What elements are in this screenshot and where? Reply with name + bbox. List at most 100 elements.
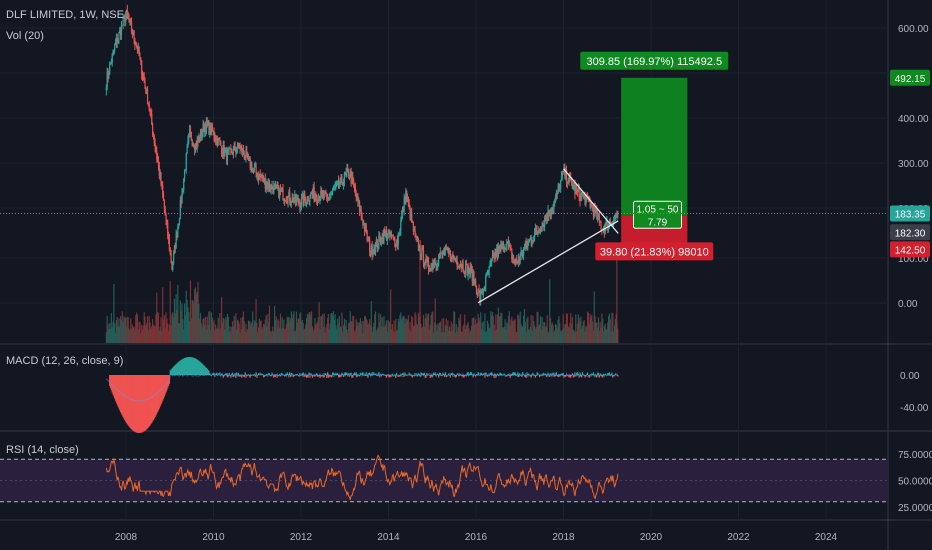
volume-bar: [436, 330, 438, 343]
candle-body: [134, 39, 136, 45]
triangle-upper-line[interactable]: [563, 168, 619, 234]
candle-body: [556, 193, 558, 195]
volume-bar: [546, 315, 548, 343]
candle-body: [564, 166, 566, 177]
volume-bar: [114, 323, 116, 343]
volume-bar: [452, 323, 454, 343]
volume-bar: [353, 332, 356, 343]
volume-bar: [613, 325, 616, 343]
candle-body: [162, 194, 165, 201]
candle-body: [507, 241, 510, 246]
triangle-lower-line[interactable]: [477, 220, 619, 304]
volume-bar: [610, 331, 612, 343]
rsi-tick-label: 75.0000: [898, 450, 932, 461]
macd-bar: [574, 372, 576, 375]
volume-bar: [604, 323, 606, 343]
candle-body: [459, 264, 462, 266]
candle-body: [379, 237, 382, 243]
candle-body: [528, 239, 531, 242]
volume-bar: [381, 317, 383, 343]
volume-bar: [513, 320, 515, 343]
candle-body: [276, 185, 278, 189]
volume-bar: [605, 329, 607, 343]
volume-bar: [459, 314, 462, 343]
volume-bar: [518, 319, 521, 343]
volume-bar: [158, 330, 160, 343]
volume-bar: [314, 318, 316, 343]
macd-bar: [170, 369, 172, 375]
volume-bar: [193, 302, 195, 343]
candle-body: [337, 180, 340, 187]
volume-bar: [455, 324, 457, 343]
long-position-tool[interactable]: 309.85 (169.97%) 115492.51.05 ~ 507.7939…: [580, 51, 729, 261]
volume-bar: [533, 325, 536, 343]
volume-bar: [363, 321, 365, 343]
volume-bar: [260, 320, 262, 343]
candle-body: [539, 230, 542, 233]
volume-bar: [321, 316, 323, 343]
volume-bar: [485, 331, 487, 343]
volume-bar: [558, 316, 560, 343]
macd-bar: [524, 375, 526, 378]
volume-bar: [339, 327, 341, 343]
volume-bar: [379, 314, 382, 343]
price-tick-label: 300.00: [898, 159, 929, 170]
volume-bar: [460, 331, 462, 343]
target-zone[interactable]: [621, 77, 688, 216]
candle-body: [202, 124, 204, 133]
volume-bar: [387, 319, 389, 343]
volume-bar: [526, 318, 528, 343]
time-tick-label: 2010: [202, 532, 225, 543]
macd-bar: [307, 375, 309, 378]
volume-bar: [386, 331, 388, 343]
candle-body: [158, 165, 160, 176]
candle-body: [477, 288, 479, 294]
candle-body: [190, 131, 192, 140]
volume-bar: [221, 322, 224, 343]
macd-bar: [156, 375, 158, 414]
triangle-drawing[interactable]: [477, 168, 619, 304]
candle-body: [496, 248, 499, 257]
candle-body: [471, 269, 473, 282]
volume-bar: [136, 312, 138, 343]
candle-body: [108, 74, 110, 78]
macd-bar: [203, 365, 205, 375]
volume-bar: [234, 320, 236, 343]
macd-legend[interactable]: MACD (12, 26, close, 9): [6, 355, 124, 367]
macd-bar: [242, 374, 244, 376]
volume-bar: [448, 330, 450, 343]
candle-body: [365, 226, 367, 231]
symbol-legend[interactable]: DLF LIMITED, 1W, NSE: [6, 9, 124, 21]
candle-body: [382, 234, 384, 241]
candle-body: [238, 146, 240, 149]
candle-body: [339, 177, 341, 185]
candle-body: [177, 226, 179, 238]
volume-bar: [472, 317, 474, 343]
macd-bar: [617, 375, 619, 377]
volume-bar: [215, 328, 218, 343]
volume-bar: [598, 330, 600, 343]
volume-legend[interactable]: Vol (20): [6, 30, 44, 42]
macd-bar: [332, 372, 334, 375]
candle-body: [490, 261, 492, 265]
volume-bar: [599, 322, 601, 343]
volume-bar: [461, 332, 463, 343]
macd-bar: [141, 375, 143, 433]
candle-body: [140, 57, 142, 61]
candle-body: [379, 235, 381, 238]
volume-bar: [464, 329, 467, 343]
macd-bar: [592, 373, 594, 375]
macd-bar: [572, 375, 574, 378]
candle-body: [354, 187, 356, 194]
candle-body: [501, 244, 503, 250]
candle-body: [443, 251, 446, 255]
candle-body: [362, 219, 364, 226]
candle-body: [253, 167, 255, 169]
volume-bar: [228, 331, 230, 343]
candle-body: [356, 194, 358, 198]
volume-bar: [492, 316, 494, 343]
candle-body: [302, 195, 304, 206]
rsi-legend[interactable]: RSI (14, close): [6, 444, 79, 456]
